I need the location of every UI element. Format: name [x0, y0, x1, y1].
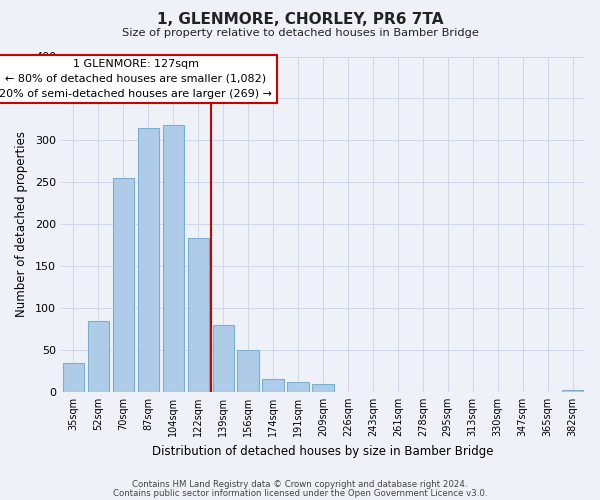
Text: 1, GLENMORE, CHORLEY, PR6 7TA: 1, GLENMORE, CHORLEY, PR6 7TA — [157, 12, 443, 28]
Bar — [113, 178, 134, 392]
Bar — [88, 320, 109, 392]
Bar — [63, 362, 84, 392]
Bar — [163, 126, 184, 392]
Bar — [212, 325, 234, 392]
X-axis label: Distribution of detached houses by size in Bamber Bridge: Distribution of detached houses by size … — [152, 444, 494, 458]
Bar — [313, 384, 334, 392]
Bar — [287, 382, 308, 392]
Text: Contains HM Land Registry data © Crown copyright and database right 2024.: Contains HM Land Registry data © Crown c… — [132, 480, 468, 489]
Bar — [238, 350, 259, 392]
Text: Size of property relative to detached houses in Bamber Bridge: Size of property relative to detached ho… — [122, 28, 478, 38]
Bar — [562, 390, 583, 392]
Bar — [262, 380, 284, 392]
Y-axis label: Number of detached properties: Number of detached properties — [15, 131, 28, 317]
Bar — [137, 128, 159, 392]
Bar — [188, 238, 209, 392]
Text: Contains public sector information licensed under the Open Government Licence v3: Contains public sector information licen… — [113, 488, 487, 498]
Text: 1 GLENMORE: 127sqm
← 80% of detached houses are smaller (1,082)
20% of semi-deta: 1 GLENMORE: 127sqm ← 80% of detached hou… — [0, 59, 272, 98]
